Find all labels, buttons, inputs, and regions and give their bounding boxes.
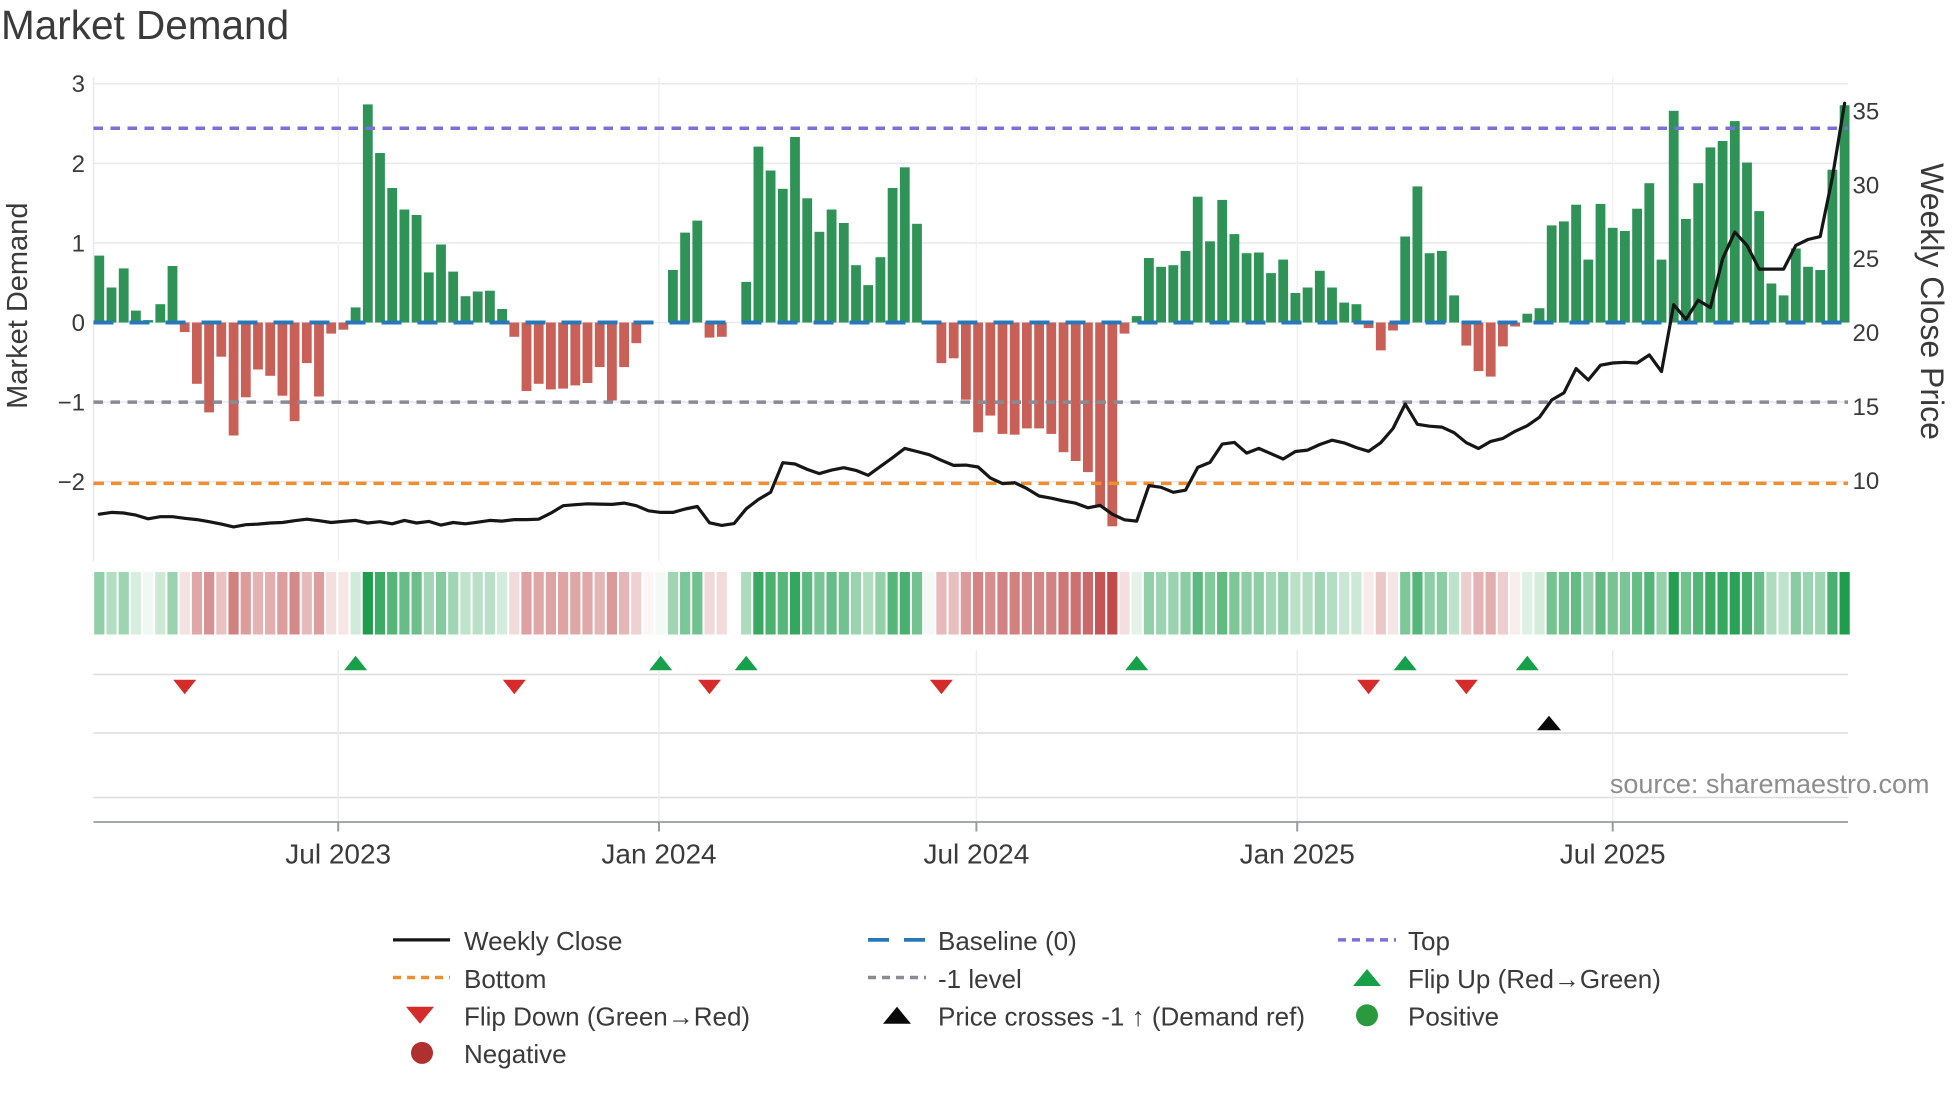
- svg-text:Price crosses -1 ↑ (Demand ref: Price crosses -1 ↑ (Demand ref): [938, 1001, 1305, 1031]
- svg-text:Negative: Negative: [464, 1039, 567, 1069]
- svg-text:Jul 2023: Jul 2023: [285, 839, 391, 870]
- svg-text:Baseline (0): Baseline (0): [938, 926, 1077, 956]
- svg-text:Top: Top: [1408, 926, 1450, 956]
- svg-text:35: 35: [1853, 98, 1880, 125]
- svg-text:20: 20: [1853, 320, 1880, 347]
- svg-text:25: 25: [1853, 246, 1880, 273]
- svg-text:Flip Up (Red→Green): Flip Up (Red→Green): [1408, 964, 1661, 994]
- svg-text:Weekly Close: Weekly Close: [464, 926, 622, 956]
- svg-text:Jan 2025: Jan 2025: [1240, 839, 1355, 870]
- svg-text:2: 2: [72, 151, 85, 178]
- svg-text:Weekly Close Price: Weekly Close Price: [1914, 163, 1950, 440]
- svg-text:source: sharemaestro.com: source: sharemaestro.com: [1610, 769, 1930, 799]
- svg-text:1: 1: [72, 230, 85, 257]
- svg-text:10: 10: [1853, 468, 1880, 495]
- svg-text:30: 30: [1853, 172, 1880, 199]
- svg-text:Positive: Positive: [1408, 1001, 1499, 1031]
- svg-text:Jul 2025: Jul 2025: [1560, 839, 1666, 870]
- svg-text:−1: −1: [58, 390, 85, 417]
- svg-text:3: 3: [72, 71, 85, 98]
- svg-text:Market Demand: Market Demand: [1, 2, 289, 48]
- svg-text:Flip Down (Green→Red): Flip Down (Green→Red): [464, 1001, 750, 1031]
- svg-text:Jul 2024: Jul 2024: [923, 839, 1029, 870]
- svg-text:Jan 2024: Jan 2024: [601, 839, 716, 870]
- svg-text:Market Demand: Market Demand: [2, 203, 34, 409]
- svg-text:15: 15: [1853, 394, 1880, 421]
- svg-text:-1 level: -1 level: [938, 964, 1022, 994]
- svg-text:−2: −2: [58, 469, 85, 496]
- svg-text:Bottom: Bottom: [464, 964, 546, 994]
- svg-text:0: 0: [72, 310, 85, 337]
